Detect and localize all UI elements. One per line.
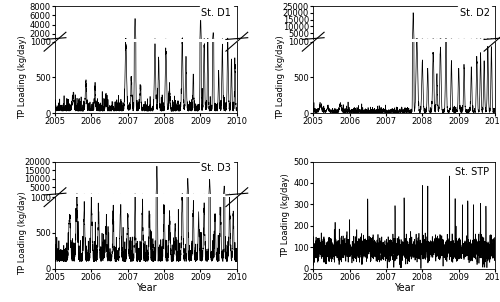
- Y-axis label: TP Loading (kg/day): TP Loading (kg/day): [282, 173, 290, 257]
- Y-axis label: TP Loading (kg/day): TP Loading (kg/day): [18, 191, 27, 275]
- Text: St. D1: St. D1: [202, 8, 232, 18]
- Text: St. D2: St. D2: [460, 8, 490, 18]
- X-axis label: Year: Year: [136, 283, 156, 293]
- Y-axis label: TP Loading (kg/day): TP Loading (kg/day): [18, 36, 27, 119]
- Text: St. STP: St. STP: [456, 167, 490, 177]
- Text: St. D3: St. D3: [202, 163, 232, 173]
- Y-axis label: TP Loading (kg/day): TP Loading (kg/day): [276, 36, 285, 119]
- X-axis label: Year: Year: [394, 283, 414, 293]
